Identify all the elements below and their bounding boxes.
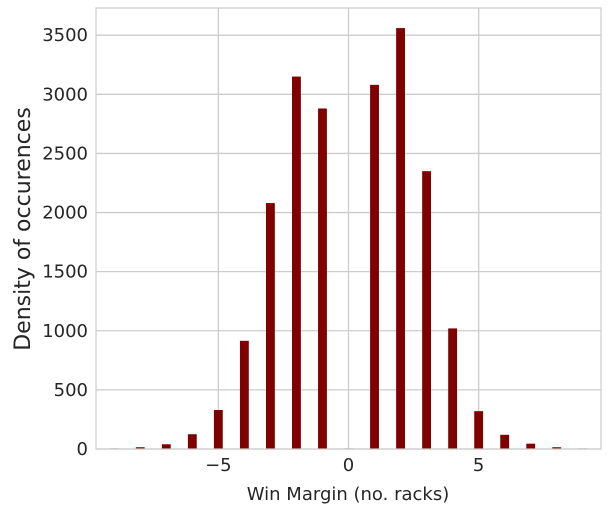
bar [265,203,275,449]
y-tick-label: 1500 [42,262,88,283]
x-tick-label: 0 [343,455,354,476]
x-tick-label: −5 [205,455,232,476]
bar [187,434,197,449]
bars [109,28,588,450]
bar [370,84,379,450]
y-tick-label: 3500 [42,25,88,46]
y-tick-label: 1000 [42,321,88,342]
bar [474,411,484,449]
plot-frame [95,7,602,450]
bar [318,108,327,450]
y-axis-label: Density of occurences [11,107,36,351]
y-tick-label: 500 [54,380,88,401]
bar [422,171,432,449]
y-tick-label: 2000 [42,203,88,224]
bar [213,409,223,449]
bar [448,328,458,449]
y-tick-labels: 0 500 1000 1500 2000 2500 3000 3500 [42,25,88,460]
bar [396,28,405,450]
y-tick-label: 0 [77,439,88,460]
bar [135,447,145,449]
x-tick-labels: −5 0 5 [205,455,484,476]
bar [526,443,536,449]
grid-lines [96,8,601,450]
y-tick-label: 3000 [42,84,88,105]
bar [239,340,249,449]
bar [552,447,562,449]
y-tick-label: 2500 [42,143,88,164]
x-axis-label: Win Margin (no. racks) [247,484,449,505]
bar [292,76,301,449]
bar [161,444,171,449]
bar [500,434,510,449]
x-tick-label: 5 [473,455,484,476]
